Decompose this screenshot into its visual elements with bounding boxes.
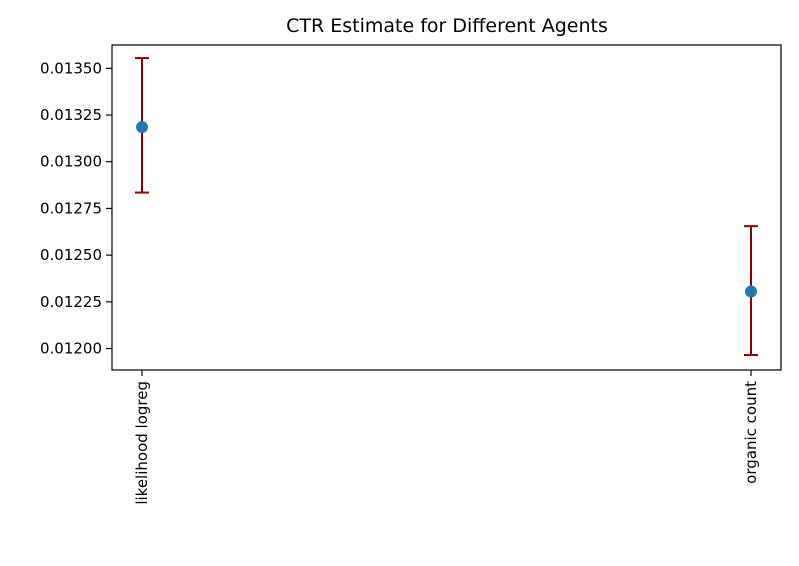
y-axis: 0.01200 0.01225 0.01250 0.01275 0.01300 0.013… bbox=[40, 59, 112, 358]
data-point bbox=[745, 285, 757, 298]
x-axis: likelihood logreg organic count bbox=[133, 370, 760, 505]
y-tick-label: 0.01200 bbox=[40, 340, 102, 358]
y-tick-label: 0.01225 bbox=[40, 293, 102, 311]
y-tick-label: 0.01325 bbox=[40, 106, 102, 124]
y-tick-label: 0.01300 bbox=[40, 153, 102, 171]
y-tick-label: 0.01250 bbox=[40, 246, 102, 264]
y-tick-label: 0.01350 bbox=[40, 59, 102, 77]
y-tick-label: 0.01275 bbox=[40, 199, 102, 217]
x-tick-label: likelihood logreg bbox=[133, 381, 151, 505]
x-tick-label: organic count bbox=[742, 381, 760, 484]
chart-title: CTR Estimate for Different Agents bbox=[286, 15, 608, 37]
data-point bbox=[136, 121, 148, 134]
data-marks bbox=[135, 57, 758, 357]
plot-area bbox=[111, 44, 782, 371]
